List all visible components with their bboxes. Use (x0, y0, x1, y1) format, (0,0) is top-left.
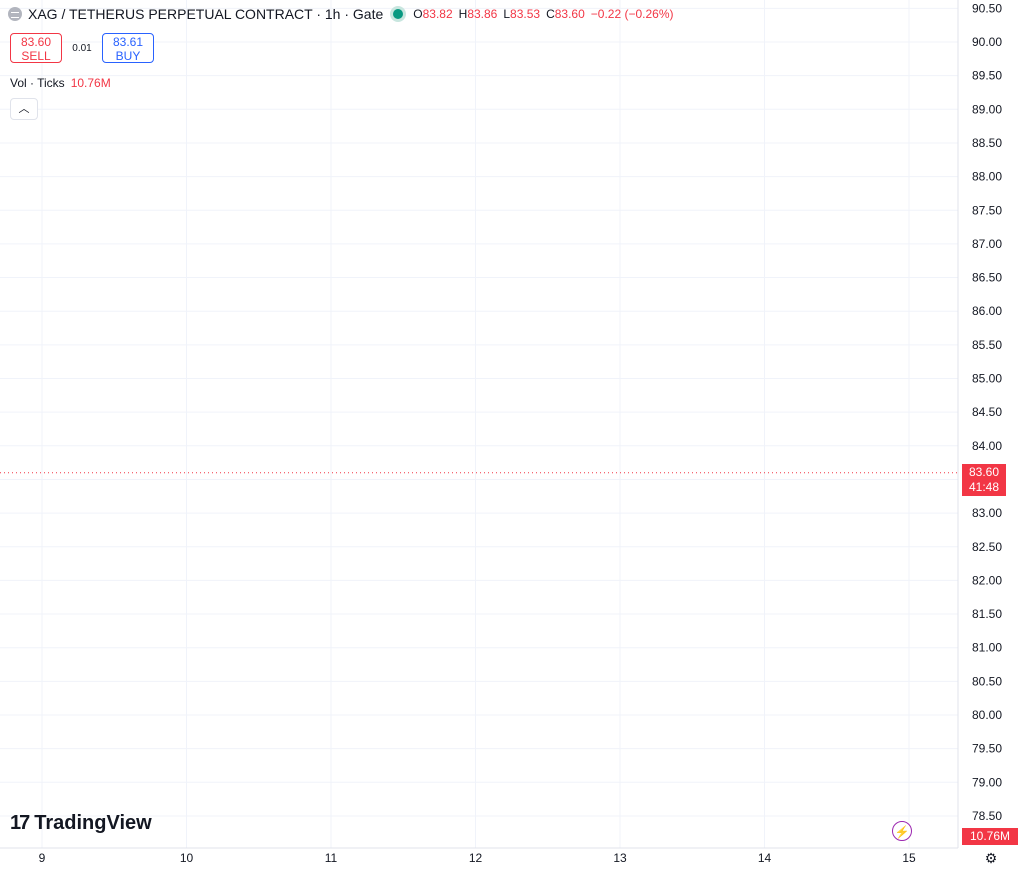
x-axis-tick: 11 (325, 851, 338, 865)
sell-button[interactable]: 83.60 SELL (10, 33, 62, 63)
y-axis-tick: 80.00 (972, 708, 1002, 722)
last-price-tag: 83.60 41:48 (962, 464, 1006, 496)
y-axis-tick: 86.00 (972, 304, 1002, 318)
buy-label: BUY (115, 49, 141, 63)
ohlc-value: 83.82 (422, 7, 453, 21)
volume-legend[interactable]: Vol · Ticks 10.76M (10, 76, 111, 90)
y-axis-tick: 85.00 (972, 372, 1002, 386)
ohlc-values: O83.82 H83.86 L83.53 C83.60 −0.22 (−0.26… (413, 7, 673, 21)
spread-value: 0.01 (72, 42, 92, 54)
market-status-icon[interactable] (393, 9, 404, 19)
ohlc-key: C (546, 7, 555, 21)
tradingview-logo-icon: 17 (10, 812, 30, 834)
ohlc-key: O (413, 7, 423, 21)
y-axis-tick: 89.50 (972, 69, 1002, 83)
y-axis-tick: 81.50 (972, 607, 1002, 621)
buy-price: 83.61 (112, 35, 144, 49)
volume-tag: 10.76M (962, 828, 1018, 845)
x-axis-tick: 14 (758, 851, 772, 865)
settings-icon[interactable]: ⚙ (984, 850, 998, 866)
buy-button[interactable]: 83.61 BUY (102, 33, 154, 63)
x-axis-tick: 13 (613, 851, 627, 865)
y-axis-tick: 88.50 (972, 136, 1002, 150)
sell-label: SELL (21, 49, 51, 63)
y-axis-tick: 90.00 (972, 35, 1002, 49)
chevron-up-icon: ︿ (18, 103, 30, 115)
sell-price: 83.60 (20, 35, 52, 49)
collapse-legend-button[interactable]: ︿ (10, 98, 38, 120)
y-axis-tick: 84.50 (972, 405, 1002, 419)
bar-countdown: 41:48 (968, 480, 1000, 494)
y-axis-tick: 78.50 (972, 809, 1002, 823)
tradingview-logo[interactable]: 17 TradingView (10, 812, 152, 835)
y-axis-tick: 84.00 (972, 439, 1002, 453)
y-axis-tick: 90.50 (972, 1, 1002, 15)
y-axis-tick: 86.50 (972, 271, 1002, 285)
x-axis-tick: 9 (39, 851, 46, 865)
y-axis-tick: 88.00 (972, 170, 1002, 184)
ohlc-key: L (503, 7, 511, 21)
chart-legend: XAG / TETHERUS PERPETUAL CONTRACT · 1h ·… (8, 6, 674, 22)
volume-legend-value: 10.76M (70, 76, 111, 90)
y-axis-tick: 87.00 (972, 237, 1002, 251)
x-axis-tick: 12 (469, 851, 483, 865)
y-axis-tick: 85.50 (972, 338, 1002, 352)
symbol-title[interactable]: XAG / TETHERUS PERPETUAL CONTRACT · 1h ·… (28, 6, 384, 22)
y-axis-tick: 89.00 (972, 102, 1002, 116)
change-value: −0.22 (−0.26%) (590, 7, 674, 21)
volume-legend-label: Vol · Ticks (10, 76, 65, 90)
x-axis-tick: 10 (180, 851, 194, 865)
logo-text: TradingView (34, 812, 152, 834)
ohlc-value: 83.86 (467, 7, 498, 21)
x-axis-tick: 15 (902, 851, 916, 865)
ohlc-value: 83.53 (510, 7, 541, 21)
y-axis-tick: 79.50 (972, 742, 1002, 756)
y-axis-tick: 82.50 (972, 540, 1002, 554)
lightning-icon[interactable]: ⚡ (892, 821, 912, 841)
last-price: 83.60 (968, 465, 1000, 479)
y-axis-tick: 80.50 (972, 674, 1002, 688)
y-axis-tick: 83.00 (972, 506, 1002, 520)
ohlc-key: H (458, 7, 468, 21)
y-axis-tick: 81.00 (972, 641, 1002, 655)
y-axis-tick: 82.00 (972, 573, 1002, 587)
ohlc-value: 83.60 (554, 7, 585, 21)
y-axis-tick: 79.00 (972, 775, 1002, 789)
trade-panel: 83.60 SELL 0.01 83.61 BUY (10, 33, 154, 63)
y-axis-tick: 87.50 (972, 203, 1002, 217)
symbol-icon (8, 7, 22, 21)
